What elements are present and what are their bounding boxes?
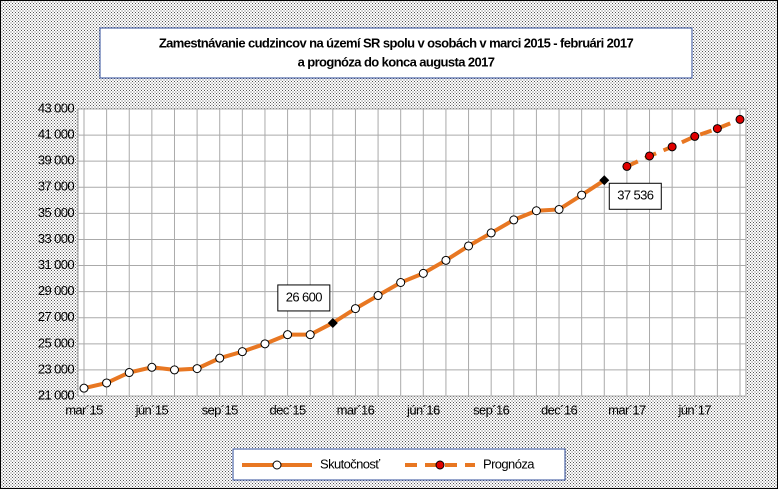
data-label: 26 600: [286, 289, 323, 304]
point: [283, 330, 293, 340]
y-tick-label: 23 000: [38, 361, 75, 376]
y-tick-label: 33 000: [38, 231, 75, 246]
y-tick-label: 37 000: [38, 179, 75, 194]
x-tick-label: mar´16: [337, 402, 375, 417]
point: [260, 339, 270, 349]
x-tick-label: sep´16: [473, 402, 510, 417]
point: [486, 228, 496, 238]
x-tick-label: mar´15: [65, 402, 103, 417]
x-tick-label: jún´15: [135, 402, 169, 417]
legend-marker: [272, 460, 282, 470]
x-tick-label: mar´17: [608, 402, 646, 417]
point: [124, 368, 134, 378]
point: [441, 255, 451, 265]
point: [599, 175, 610, 186]
point: [102, 378, 112, 388]
point: [79, 383, 89, 393]
point: [645, 151, 655, 161]
point: [350, 304, 360, 314]
point: [622, 161, 632, 171]
chart-title: Zamestnávanie cudzincov na území SR spol…: [159, 35, 634, 50]
point: [712, 124, 722, 134]
x-tick-label: dec´15: [270, 402, 307, 417]
y-tick-label: 25 000: [38, 335, 75, 350]
point: [169, 365, 179, 375]
point: [305, 330, 315, 340]
point: [418, 268, 428, 278]
point: [147, 362, 157, 372]
point: [554, 204, 564, 214]
point: [667, 142, 677, 152]
data-label-box: [608, 182, 662, 210]
y-tick-label: 35 000: [38, 205, 75, 220]
x-tick-label: jún´16: [406, 402, 440, 417]
point: [464, 241, 474, 251]
point: [577, 190, 587, 200]
y-tick-label: 29 000: [38, 283, 75, 298]
legend-label: Skutočnosť: [320, 456, 380, 471]
point: [373, 291, 383, 301]
point: [509, 215, 519, 225]
y-tick-label: 31 000: [38, 257, 75, 272]
data-label-box: [277, 284, 331, 312]
y-tick-label: 39 000: [38, 153, 75, 168]
point: [327, 317, 338, 328]
data-label: 37 536: [617, 188, 654, 203]
y-tick-label: 21 000: [38, 387, 75, 402]
chart-title: a prognóza do konca augusta 2017: [298, 54, 495, 69]
x-tick-label: sep´15: [202, 402, 239, 417]
point: [215, 353, 225, 363]
point: [735, 114, 745, 124]
point: [396, 278, 406, 288]
title-box: [99, 27, 693, 79]
x-tick-label: dec´16: [541, 402, 578, 417]
y-tick-label: 27 000: [38, 309, 75, 324]
plot-area: [77, 108, 747, 397]
legend-label: Prognóza: [483, 456, 535, 471]
point: [237, 347, 247, 357]
point: [690, 131, 700, 141]
point: [192, 364, 202, 374]
y-tick-label: 43 000: [38, 100, 75, 115]
y-tick-label: 41 000: [38, 127, 75, 142]
point: [531, 206, 541, 216]
legend-marker: [435, 460, 445, 470]
x-tick-label: jún´17: [677, 402, 711, 417]
